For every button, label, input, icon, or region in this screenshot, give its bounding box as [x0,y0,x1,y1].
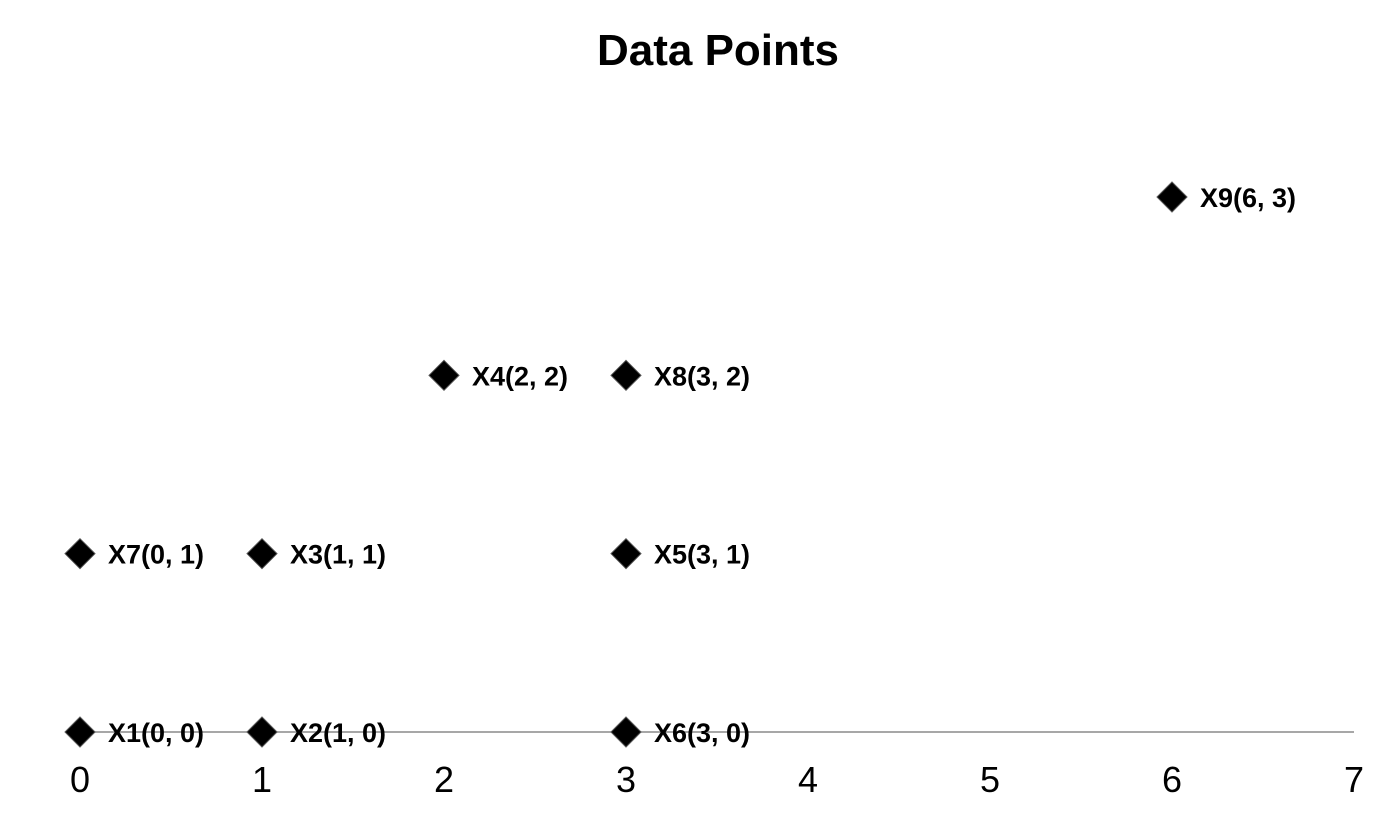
point-label: X7(0, 1) [108,540,204,570]
diamond-marker [1156,181,1188,213]
diamond-marker [610,359,642,392]
data-point: X8(3, 2) [610,359,750,392]
diamond-marker [428,359,460,392]
diamond-marker [64,537,96,570]
x-tick-labels: 0 1 2 3 4 5 6 7 [70,759,1364,800]
x-tick-label: 1 [252,759,272,800]
diamond-marker [610,537,642,570]
data-point: X5(3, 1) [610,537,750,570]
point-label: X3(1, 1) [290,540,386,570]
x-tick-label: 6 [1162,759,1182,800]
data-point: X9(6, 3) [1156,181,1296,213]
data-point: X7(0, 1) [64,537,204,570]
chart-title: Data Points [596,26,840,75]
x-tick-label: 3 [616,759,636,800]
point-label: X9(6, 3) [1200,183,1296,213]
diamond-marker [610,716,642,748]
x-tick-label: 4 [798,759,818,800]
point-label: X6(3, 0) [654,718,750,748]
x-tick-label: 2 [434,759,454,800]
data-point: X3(1, 1) [246,537,386,570]
point-label: X1(0, 0) [108,718,204,748]
diamond-marker [246,537,278,570]
point-label: X2(1, 0) [290,718,386,748]
data-points: X1(0, 0) X2(1, 0) X3(1, 1) X4(2, 2) X5(3, 1)… [64,181,1296,748]
data-point: X4(2, 2) [428,359,568,392]
data-point: X6(3, 0) [610,716,750,748]
diamond-marker [246,716,278,748]
data-point: X2(1, 0) [246,716,386,748]
point-label: X4(2, 2) [472,361,568,391]
x-tick-label: 5 [980,759,1000,800]
x-tick-label: 7 [1344,759,1364,800]
data-point: X1(0, 0) [64,716,204,748]
diamond-marker [64,716,96,748]
x-tick-label: 0 [70,759,90,800]
point-label: X8(3, 2) [654,361,750,391]
point-label: X5(3, 1) [654,540,750,570]
